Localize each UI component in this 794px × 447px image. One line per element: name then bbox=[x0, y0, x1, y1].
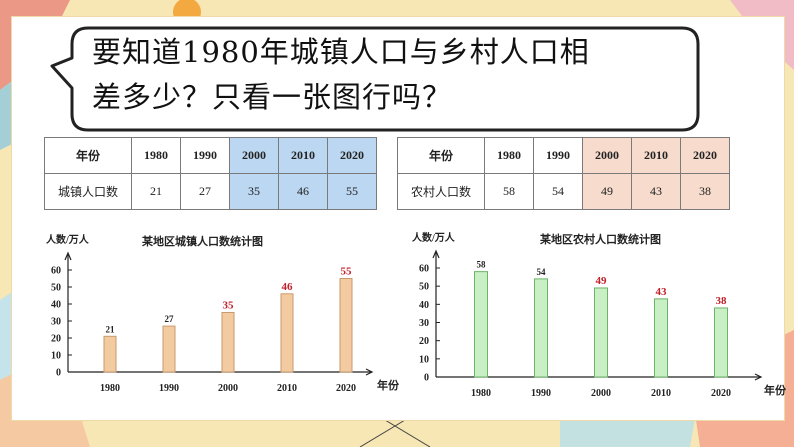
table-header-cell: 年份 bbox=[397, 137, 485, 174]
table-row: 农村人口数 58 54 49 43 38 bbox=[397, 173, 730, 210]
value-cell: 46 bbox=[278, 173, 328, 210]
value-cell: 27 bbox=[180, 173, 230, 210]
year-cell: 1990 bbox=[533, 137, 583, 174]
value-cell: 38 bbox=[680, 173, 730, 210]
question-text: 要知道1980年城镇人口与乡村人口相 差多少？只看一张图行吗？ bbox=[92, 30, 682, 120]
year-cell: 1980 bbox=[484, 137, 534, 174]
value-cell: 35 bbox=[229, 173, 279, 210]
value-cell: 49 bbox=[582, 173, 632, 210]
year-cell: 2020 bbox=[680, 137, 730, 174]
year-cell: 1980 bbox=[131, 137, 181, 174]
speech-bubble bbox=[50, 26, 700, 132]
table-header-cell: 农村人口数 bbox=[397, 173, 485, 210]
table-row: 年份 1980 1990 2000 2010 2020 bbox=[44, 137, 377, 174]
year-cell: 2010 bbox=[278, 137, 328, 174]
year-cell: 2000 bbox=[229, 137, 279, 174]
question-line-1: 要知道1980年城镇人口与乡村人口相 bbox=[92, 35, 590, 69]
rural-population-table: 年份 1980 1990 2000 2010 2020 农村人口数 58 54 … bbox=[397, 137, 730, 210]
table-header-cell: 年份 bbox=[44, 137, 132, 174]
table-row: 年份 1980 1990 2000 2010 2020 bbox=[397, 137, 730, 174]
value-cell: 55 bbox=[327, 173, 377, 210]
table-header-cell: 城镇人口数 bbox=[44, 173, 132, 210]
value-cell: 43 bbox=[631, 173, 681, 210]
value-cell: 54 bbox=[533, 173, 583, 210]
year-cell: 2000 bbox=[582, 137, 632, 174]
value-cell: 58 bbox=[484, 173, 534, 210]
urban-population-table: 年份 1980 1990 2000 2010 2020 城镇人口数 21 27 … bbox=[44, 137, 377, 210]
year-cell: 2020 bbox=[327, 137, 377, 174]
question-line-2: 差多少？只看一张图行吗？ bbox=[92, 80, 453, 114]
year-cell: 1990 bbox=[180, 137, 230, 174]
table-row: 城镇人口数 21 27 35 46 55 bbox=[44, 173, 377, 210]
value-cell: 21 bbox=[131, 173, 181, 210]
year-cell: 2010 bbox=[631, 137, 681, 174]
